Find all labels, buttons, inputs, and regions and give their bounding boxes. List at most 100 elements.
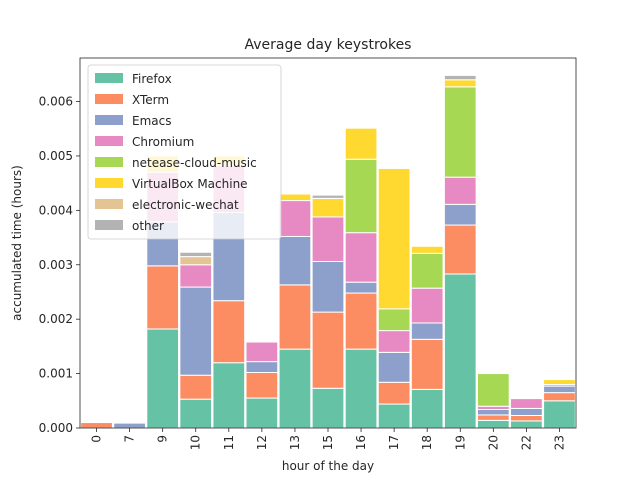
legend-swatch xyxy=(95,73,123,83)
legend-swatch xyxy=(95,136,123,146)
bar-segment-chromium-17 xyxy=(377,330,411,353)
bar-segment-chromium-16 xyxy=(344,232,378,283)
y-tick-label: 0.004 xyxy=(39,203,73,217)
x-tick-label: 18 xyxy=(420,435,434,450)
bar-segment-emacs-13 xyxy=(278,235,312,286)
bar-segment-xterm-17 xyxy=(377,381,411,405)
bar-segment-firefox-9 xyxy=(146,328,180,429)
bar-segment-other-10 xyxy=(179,251,213,258)
bar-segment-firefox-18 xyxy=(410,388,444,429)
x-axis-label: hour of the day xyxy=(282,459,374,473)
legend-swatch xyxy=(95,178,123,188)
legend-swatch xyxy=(95,199,123,209)
bar-segment-xterm-12 xyxy=(245,372,279,399)
bar-segment-virtualbox-machine-16 xyxy=(344,127,378,160)
x-tick-label: 7 xyxy=(123,435,137,443)
y-tick-label: 0.001 xyxy=(39,367,73,381)
bar-segment-virtualbox-machine-19 xyxy=(443,79,477,88)
bar-segment-firefox-16 xyxy=(344,348,378,429)
bar-segment-chromium-13 xyxy=(278,200,312,237)
x-tick-label: 22 xyxy=(519,435,533,450)
bar-segment-netease-cloud-music-16 xyxy=(344,158,378,234)
legend-label: netease-cloud-music xyxy=(132,156,257,170)
bar-segment-virtualbox-machine-23 xyxy=(543,379,576,385)
legend-swatch xyxy=(95,115,123,125)
bar-segment-other-19 xyxy=(443,74,477,81)
bar-segment-chromium-10 xyxy=(179,264,213,288)
bars-group xyxy=(80,74,576,429)
y-axis-label: accumulated time (hours) xyxy=(10,165,24,321)
x-tick-label: 0 xyxy=(90,435,104,443)
bar-segment-xterm-0 xyxy=(80,422,113,429)
legend-label: other xyxy=(132,219,164,233)
bar-segment-virtualbox-machine-15 xyxy=(311,197,345,218)
legend-swatch xyxy=(95,157,123,167)
bar-segment-xterm-13 xyxy=(278,284,312,350)
bar-segment-chromium-19 xyxy=(443,176,477,205)
legend-swatch xyxy=(95,94,123,104)
bar-segment-xterm-23 xyxy=(543,392,576,402)
legend-frame xyxy=(87,64,282,240)
bar-segment-emacs-18 xyxy=(410,322,444,340)
bar-segment-firefox-17 xyxy=(377,403,411,429)
bar-segment-emacs-19 xyxy=(443,203,477,226)
bar-segment-xterm-18 xyxy=(410,338,444,390)
bar-segment-emacs-12 xyxy=(245,361,279,373)
bar-segment-emacs-17 xyxy=(377,351,411,383)
x-tick-label: 13 xyxy=(288,435,302,450)
bar-segment-emacs-10 xyxy=(179,286,213,376)
bar-segment-virtualbox-machine-13 xyxy=(278,193,312,202)
x-tick-label: 16 xyxy=(354,435,368,450)
x-tick-label: 11 xyxy=(222,435,236,450)
bar-segment-firefox-12 xyxy=(245,397,279,429)
bar-segment-firefox-22 xyxy=(510,420,543,429)
x-tick-label: 10 xyxy=(189,435,203,450)
bar-segment-firefox-11 xyxy=(212,362,246,429)
bar-segment-xterm-16 xyxy=(344,292,378,350)
bar-segment-xterm-15 xyxy=(311,311,345,389)
bar-segment-electronic-wechat-10 xyxy=(179,256,213,266)
y-tick-label: 0.002 xyxy=(39,312,73,326)
bar-segment-emacs-23 xyxy=(543,385,576,394)
x-tick-label: 23 xyxy=(552,435,566,450)
chart-title: Average day keystrokes xyxy=(245,37,412,53)
bar-segment-xterm-19 xyxy=(443,224,477,275)
legend-label: VirtualBox Machine xyxy=(132,177,248,191)
bar-segment-xterm-22 xyxy=(510,414,543,422)
legend-label: XTerm xyxy=(132,93,169,107)
bar-segment-xterm-20 xyxy=(476,414,510,421)
y-tick-label: 0.005 xyxy=(39,149,73,163)
y-tick-label: 0.000 xyxy=(39,421,73,435)
legend: Firefox XTerm Emacs Chromium netease-cloud-m… xyxy=(87,64,282,240)
bar-segment-virtualbox-machine-17 xyxy=(377,167,411,310)
x-tick-label: 20 xyxy=(486,435,500,450)
bar-segment-emacs-20 xyxy=(476,409,510,416)
bar-segment-other-15 xyxy=(311,194,345,199)
x-tick-label: 19 xyxy=(453,435,467,450)
legend-label: Emacs xyxy=(132,114,171,128)
bar-segment-netease-cloud-music-20 xyxy=(476,373,510,407)
bar-segment-chromium-15 xyxy=(311,216,345,263)
bar-segment-firefox-13 xyxy=(278,348,312,429)
bar-segment-chromium-22 xyxy=(510,398,543,409)
bar-segment-virtualbox-machine-18 xyxy=(410,245,444,254)
bar-segment-xterm-11 xyxy=(212,300,246,364)
bar-segment-xterm-9 xyxy=(146,265,180,330)
bar-segment-xterm-10 xyxy=(179,374,213,400)
bar-segment-emacs-16 xyxy=(344,281,378,294)
bar-segment-netease-cloud-music-17 xyxy=(377,308,411,332)
bar-segment-netease-cloud-music-18 xyxy=(410,252,444,289)
y-tick-label: 0.003 xyxy=(39,258,73,272)
bar-segment-firefox-10 xyxy=(179,398,213,429)
legend-label: electronic-wechat xyxy=(132,198,239,212)
y-tick-label: 0.006 xyxy=(39,95,73,109)
bar-segment-chromium-12 xyxy=(245,341,279,363)
legend-label: Firefox xyxy=(132,72,172,86)
bar-segment-firefox-15 xyxy=(311,387,345,429)
bar-segment-firefox-23 xyxy=(543,400,576,429)
bar-segment-firefox-19 xyxy=(443,273,477,429)
bar-segment-emacs-7 xyxy=(113,422,146,429)
legend-label: Chromium xyxy=(132,135,194,149)
x-tick-label: 9 xyxy=(156,435,170,443)
